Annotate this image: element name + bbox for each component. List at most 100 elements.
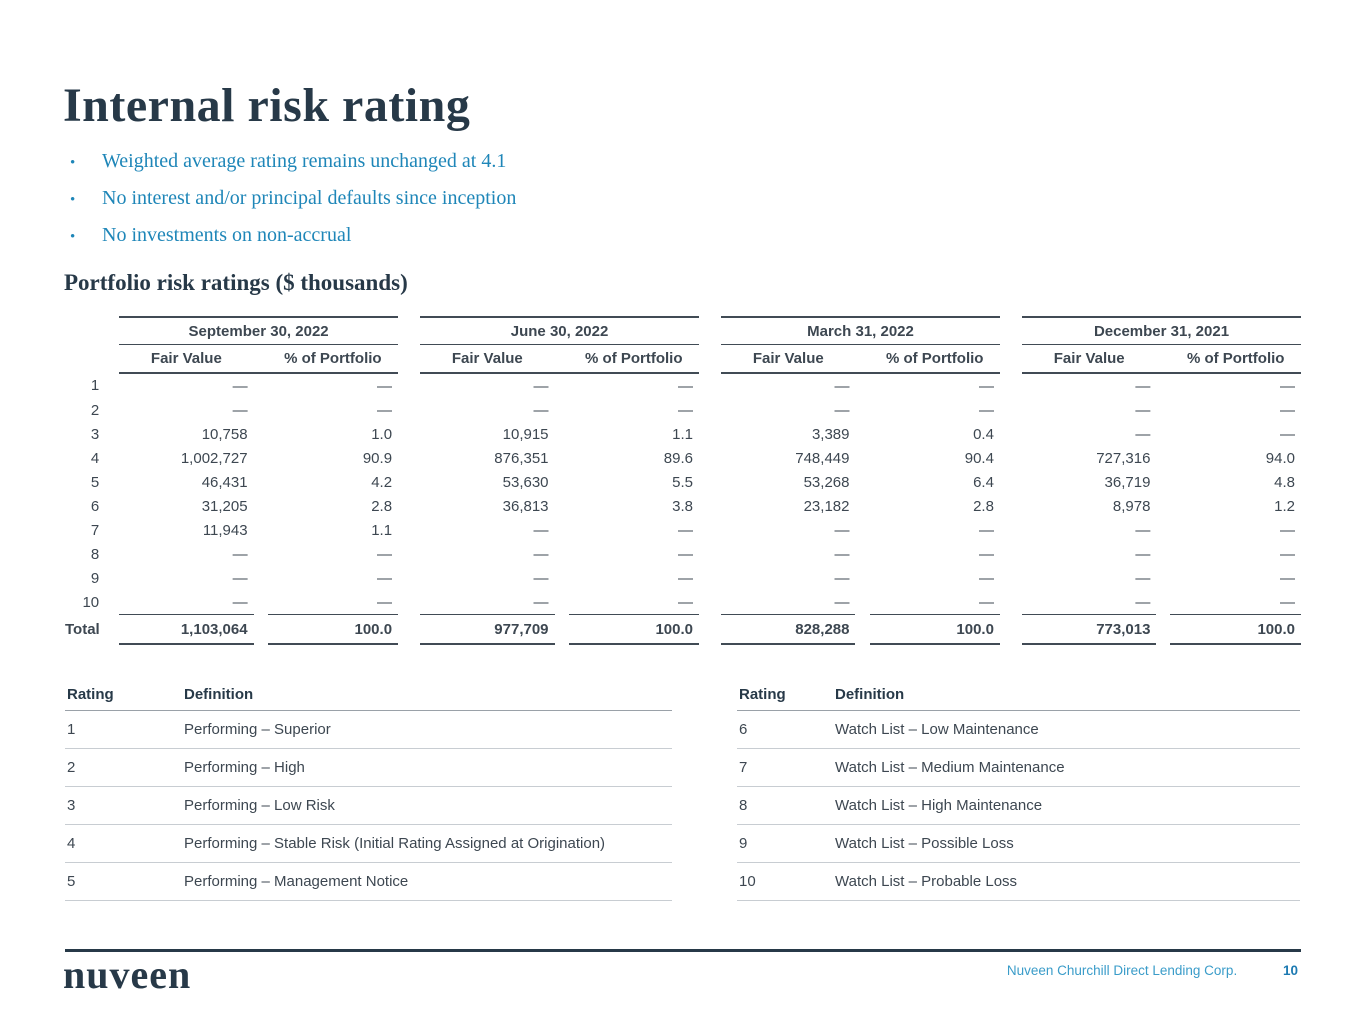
rating-column-header: Rating	[737, 686, 833, 711]
definition-header-row: Rating Definition	[65, 686, 672, 711]
rating-cell: 7	[737, 748, 833, 787]
definition-column-header: Definition	[182, 686, 672, 711]
page-number: 10	[1282, 963, 1298, 978]
fair-value-cell: 8,978	[1112, 497, 1151, 515]
portfolio-table-body: 1 — — — — — — — — 2 — — — — — — — — 3 10,758 1.0 10,915 1.1 3,3…	[65, 373, 1301, 615]
fair-value-cell: 36,719	[1104, 473, 1151, 491]
fair-value-cell: 23,182	[803, 497, 850, 515]
bullet-icon: •	[70, 155, 76, 171]
rating-cell: 5	[65, 862, 182, 901]
pct-portfolio-cell: —	[678, 377, 693, 395]
company-name: Nuveen Churchill Direct Lending Corp.	[1006, 963, 1238, 978]
pct-portfolio-cell: 4.8	[1274, 473, 1295, 491]
definition-row: 1 Performing – Superior	[65, 710, 672, 749]
portfolio-table-row: 10 — — — — — — — —	[65, 590, 1301, 615]
pct-portfolio-cell: —	[1280, 401, 1295, 419]
pct-portfolio-cell: —	[1280, 593, 1295, 611]
fair-value-cell: —	[834, 593, 850, 611]
fair-value-cell: —	[232, 545, 248, 563]
fair-value-cell: —	[232, 401, 248, 419]
portfolio-table-row: 6 31,205 2.8 36,813 3.8 23,182 2.8 8,978 1.2	[65, 494, 1301, 518]
fair-value-cell: —	[1135, 377, 1151, 395]
pct-portfolio-cell: —	[978, 593, 994, 611]
definition-cell: Watch List – Low Maintenance	[833, 710, 1300, 749]
bullet-item: • No interest and/or principal defaults …	[65, 188, 516, 211]
total-pct: 100.0	[568, 614, 699, 645]
rating-cell: 2	[65, 748, 182, 787]
definition-row: 2 Performing – High	[65, 748, 672, 787]
definition-row: 10 Watch List – Probable Loss	[737, 862, 1300, 901]
pct-portfolio-cell: —	[678, 521, 693, 539]
fair-value-cell: —	[533, 377, 549, 395]
rating-number: 6	[90, 497, 100, 515]
pct-portfolio-cell: 6.4	[973, 473, 994, 491]
date-header-row: September 30, 2022 June 30, 2022 March 3…	[65, 316, 1301, 345]
pct-portfolio-cell: —	[377, 377, 393, 395]
pct-portfolio-cell: —	[978, 401, 994, 419]
portfolio-table-row: 1 — — — — — — — —	[65, 373, 1301, 398]
fair-value-cell: —	[533, 593, 549, 611]
fair-value-cell: 3,389	[811, 425, 850, 443]
highlights-list: • Weighted average rating remains unchan…	[65, 151, 516, 262]
bullet-text: No investments on non-accrual	[102, 224, 352, 246]
column-group-date: March 31, 2022	[721, 316, 1000, 345]
definition-row: 8 Watch List – High Maintenance	[737, 786, 1300, 825]
definition-cell: Watch List – Probable Loss	[833, 862, 1300, 901]
pct-portfolio-cell: —	[1280, 377, 1295, 395]
portfolio-table-row: 7 11,943 1.1 — — — — — —	[65, 518, 1301, 542]
fair-value-cell: —	[533, 401, 549, 419]
definition-cell: Performing – Stable Risk (Initial Rating…	[182, 824, 672, 863]
fair-value-cell: 748,449	[795, 449, 850, 467]
total-label: Total	[65, 620, 100, 638]
definition-cell: Performing – Superior	[182, 710, 672, 749]
fair-value-cell: —	[1135, 545, 1151, 563]
definition-cell: Watch List – Medium Maintenance	[833, 748, 1300, 787]
portfolio-risk-table: September 30, 2022 June 30, 2022 March 3…	[65, 316, 1301, 645]
fair-value-cell: 46,431	[201, 473, 248, 491]
fair-value-cell: 876,351	[494, 449, 549, 467]
footer-right: Nuveen Churchill Direct Lending Corp. 10	[65, 963, 1298, 978]
pct-portfolio-cell: 90.9	[362, 449, 393, 467]
pct-portfolio-cell: —	[377, 401, 393, 419]
total-fair-value: 977,709	[420, 614, 555, 645]
definition-row: 6 Watch List – Low Maintenance	[737, 710, 1300, 749]
bullet-icon: •	[70, 229, 76, 245]
pct-portfolio-cell: —	[678, 401, 693, 419]
pct-portfolio-cell: —	[978, 569, 994, 587]
definition-column-header: Definition	[833, 686, 1300, 711]
pct-portfolio-cell: 3.8	[672, 497, 693, 515]
definition-row: 5 Performing – Management Notice	[65, 862, 672, 901]
pct-portfolio-cell: 94.0	[1265, 449, 1295, 467]
bullet-icon: •	[70, 192, 76, 208]
portfolio-table-row: 2 — — — — — — — —	[65, 398, 1301, 422]
rating-number: 2	[90, 401, 100, 419]
portfolio-table-row: 5 46,431 4.2 53,630 5.5 53,268 6.4 36,719 4.8	[65, 470, 1301, 494]
fair-value-header: Fair Value	[721, 344, 856, 374]
pct-portfolio-cell: —	[377, 569, 393, 587]
rating-definition-table-6-10: Rating Definition 6 Watch List – Low Main…	[737, 686, 1300, 901]
pct-portfolio-cell: —	[1280, 425, 1295, 443]
total-pct: 100.0	[267, 614, 399, 645]
bullet-text: No interest and/or principal defaults si…	[102, 187, 517, 209]
pct-portfolio-cell: 4.2	[371, 473, 393, 491]
pct-portfolio-cell: 1.1	[371, 521, 393, 539]
fair-value-cell: —	[1135, 569, 1151, 587]
definition-row: 9 Watch List – Possible Loss	[737, 824, 1300, 863]
pct-portfolio-header: % of Portfolio	[869, 344, 1000, 374]
definition-cell: Performing – Management Notice	[182, 862, 672, 901]
fair-value-cell: —	[232, 377, 248, 395]
rating-cell: 4	[65, 824, 182, 863]
pct-portfolio-cell: —	[678, 593, 693, 611]
portfolio-table-row: 9 — — — — — — — —	[65, 566, 1301, 590]
rating-cell: 1	[65, 710, 182, 749]
fair-value-cell: —	[533, 545, 549, 563]
fair-value-cell: 53,268	[803, 473, 850, 491]
column-group-date: December 31, 2021	[1022, 316, 1301, 345]
definition-header-row: Rating Definition	[737, 686, 1300, 711]
pct-portfolio-cell: —	[1280, 545, 1295, 563]
total-pct: 100.0	[1170, 614, 1301, 645]
rating-number: 1	[90, 377, 100, 394]
fair-value-cell: 11,943	[202, 521, 248, 539]
rating-cell: 9	[737, 824, 833, 863]
